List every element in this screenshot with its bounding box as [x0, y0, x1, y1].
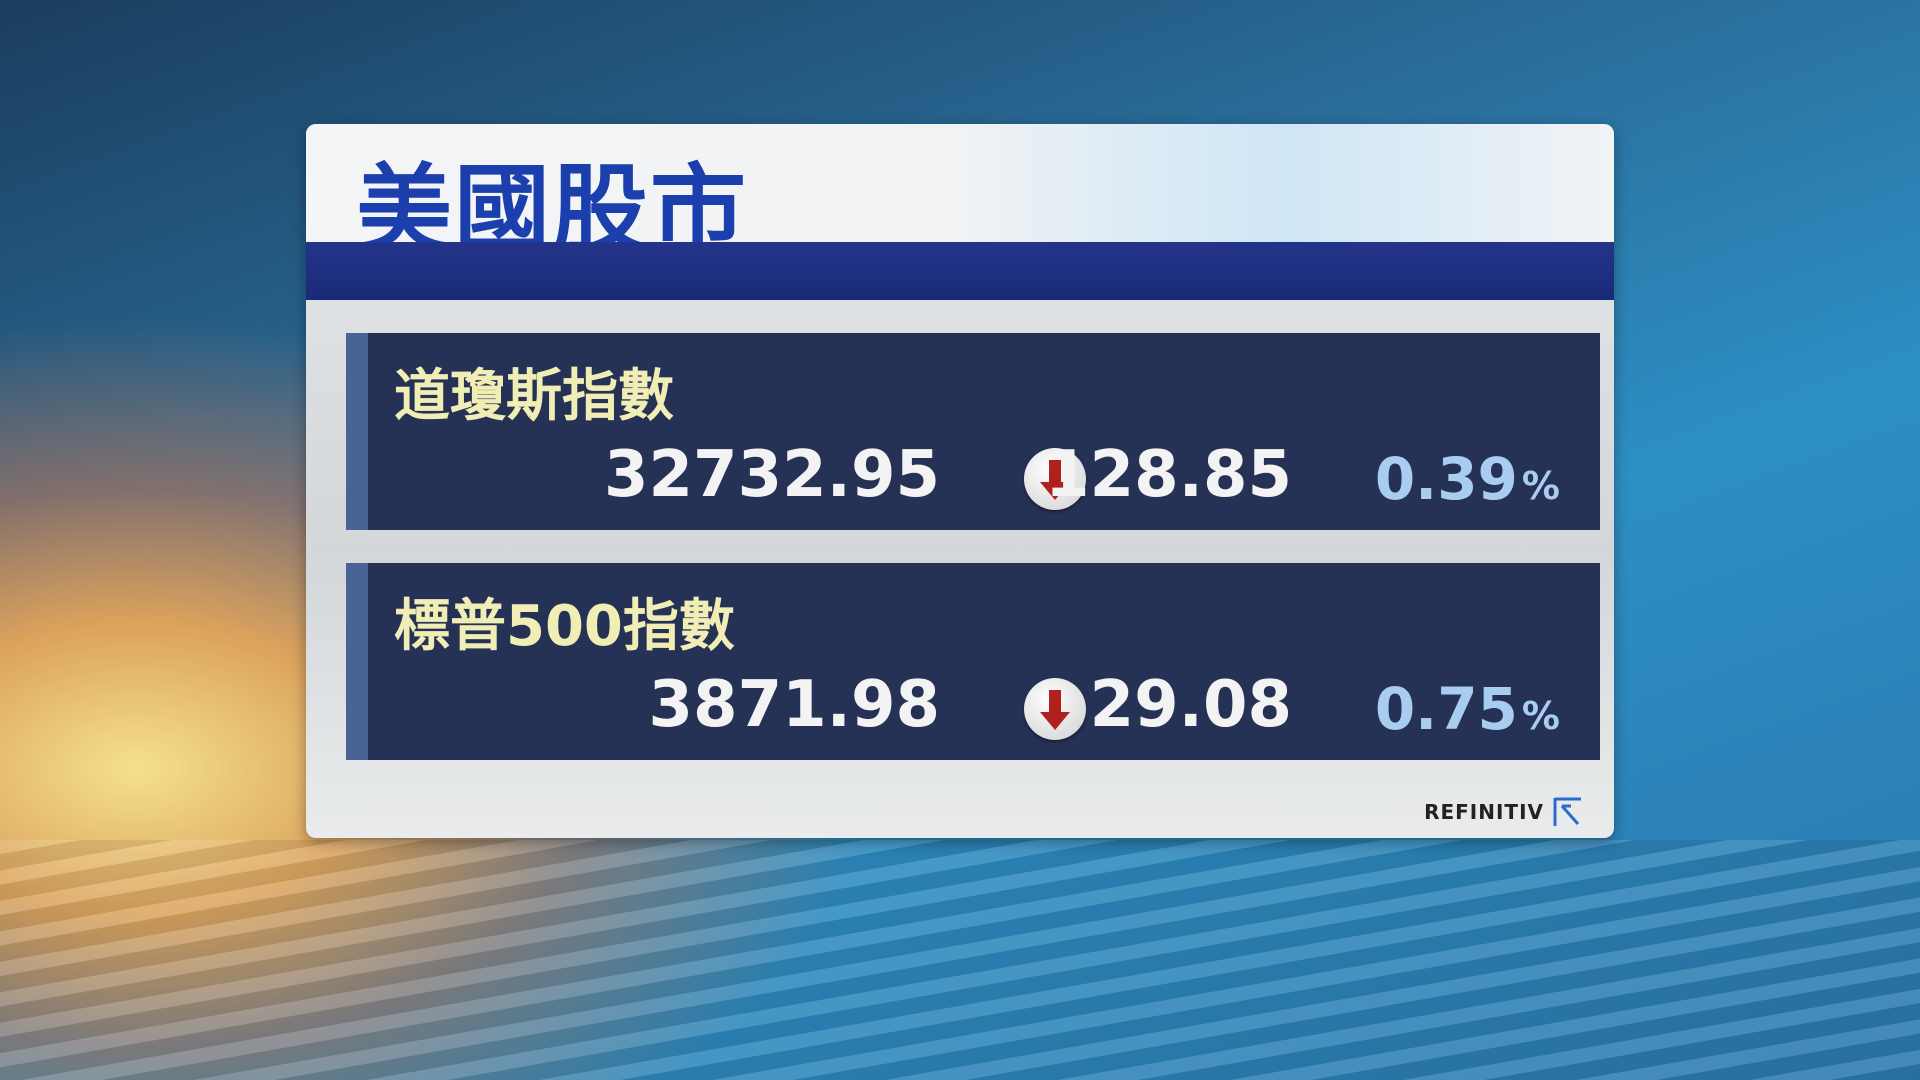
- index-change: 29.08: [1089, 668, 1292, 742]
- brand-logo: REFINITIV: [1424, 796, 1584, 828]
- index-value: 3871.98: [648, 668, 941, 742]
- background-floor: [0, 840, 1920, 1080]
- index-name: 標普500指數: [394, 594, 735, 659]
- percent-value: 0.39: [1374, 445, 1518, 513]
- down-arrow-icon: [1024, 678, 1086, 740]
- index-percent: 0.75%: [1375, 675, 1560, 743]
- index-row-dow: 道瓊斯指數 32732.95 128.85 0.39%: [346, 333, 1600, 530]
- percent-value: 0.75: [1374, 675, 1518, 743]
- index-row-sp500: 標普500指數 3871.98 29.08 0.75%: [346, 563, 1600, 760]
- index-name: 道瓊斯指數: [394, 364, 674, 429]
- percent-sign: %: [1521, 694, 1560, 738]
- index-change: 128.85: [1045, 438, 1292, 512]
- title-band: [306, 242, 1614, 300]
- market-panel: 美國股市 道瓊斯指數 32732.95 128.85 0.39% 標普500指數…: [306, 124, 1614, 838]
- index-value: 32732.95: [603, 438, 940, 512]
- down-arrow-icon: [1024, 448, 1086, 510]
- percent-sign: %: [1521, 464, 1560, 508]
- brand-name: REFINITIV: [1424, 800, 1544, 824]
- title-bar: 美國股市: [306, 124, 1614, 266]
- index-percent: 0.39%: [1375, 445, 1560, 513]
- refinitiv-logo-icon: [1553, 797, 1581, 826]
